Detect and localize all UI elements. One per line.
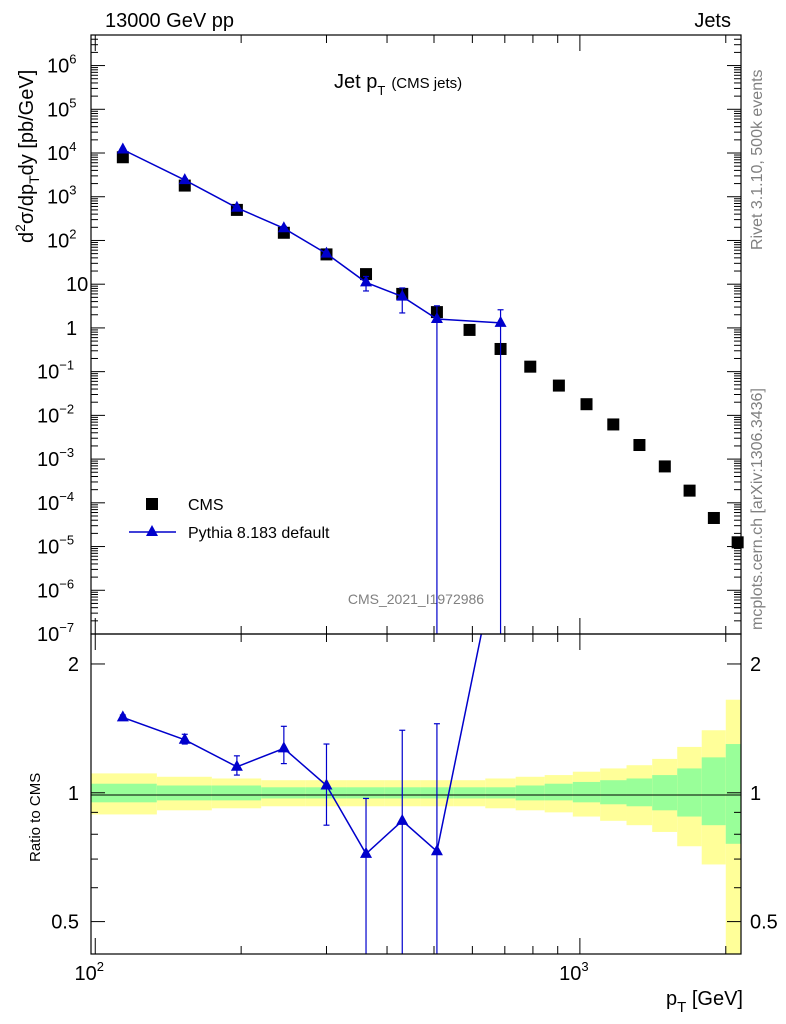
- x-axis-label: pT [GeV]: [666, 988, 743, 1016]
- cms-point: [683, 484, 696, 497]
- band-inner-12: [572, 781, 601, 803]
- legend: CMS Pythia 8.183 default: [129, 497, 330, 542]
- top-panel-frame: [90, 34, 742, 635]
- pythia-point: [396, 289, 409, 301]
- y-tick-label-ratio-right: 1: [750, 783, 761, 805]
- x-tick-label: 103: [559, 959, 588, 985]
- legend-label-cms: CMS: [188, 497, 224, 514]
- y-tick-label-top: 10−2: [37, 401, 74, 427]
- cms-point: [524, 360, 537, 373]
- pythia-point: [320, 246, 333, 258]
- y-tick-label-top: 10−7: [37, 620, 74, 646]
- pythia-ratio-line: [122, 633, 483, 855]
- pythia-point: [430, 311, 443, 323]
- band-inner-13: [600, 780, 627, 805]
- cms-point: [607, 418, 620, 431]
- x-tick-label: 102: [75, 959, 104, 985]
- pythia-ratio-point: [178, 732, 191, 744]
- y-tick-label-top: 1: [66, 318, 77, 340]
- pythia-ratio-point: [230, 759, 243, 771]
- ratio-y-axis-label: Ratio to CMS: [27, 773, 44, 862]
- cms-point: [731, 536, 744, 549]
- band-inner-8: [453, 787, 486, 799]
- cms-point: [633, 439, 646, 452]
- cms-point: [463, 323, 476, 336]
- pythia-ratio-point: [360, 846, 373, 858]
- uncertainty-bands: [91, 699, 741, 954]
- cms-point: [116, 151, 129, 164]
- pythia-point: [277, 221, 290, 233]
- pythia-point: [230, 200, 243, 212]
- band-inner-17: [701, 757, 726, 826]
- pythia-point: [360, 275, 373, 287]
- legend-label-pythia: Pythia 8.183 default: [188, 525, 330, 542]
- header-right: Jets: [694, 10, 731, 32]
- y-tick-label-top: 10−6: [37, 576, 74, 602]
- pythia-point: [178, 173, 191, 185]
- band-inner-1: [156, 785, 212, 801]
- band-inner-5: [346, 787, 385, 799]
- pythia-point: [116, 142, 129, 154]
- band-inner-14: [626, 778, 653, 807]
- band-inner-11: [544, 783, 573, 801]
- band-inner-18: [725, 744, 741, 844]
- y-tick-label-top: 102: [47, 226, 76, 252]
- y-tick-label-top: 10−5: [37, 533, 74, 559]
- y-tick-label-top: 103: [47, 183, 76, 209]
- y-tick-label-ratio-left: 2: [68, 654, 79, 676]
- legend-marker-cms: [146, 498, 158, 510]
- y-tick-label-top: 10: [66, 274, 88, 296]
- cms-point: [360, 268, 373, 281]
- y-tick-label-top: 105: [47, 95, 76, 121]
- rivet-label: Rivet 3.1.10, 500k events: [749, 69, 766, 250]
- axis-ticks: 102 10310610510410310210110−110−210−310−4…: [37, 34, 778, 985]
- y-tick-label-top: 10−4: [37, 489, 74, 515]
- legend-marker-pythia: [146, 525, 158, 536]
- band-inner-9: [485, 787, 516, 799]
- pythia-line: [122, 148, 501, 324]
- cms-point: [707, 511, 720, 524]
- y-tick-label-ratio-left: 1: [68, 783, 79, 805]
- pythia-ratio-point: [396, 813, 409, 825]
- y-tick-label-top: 10−3: [37, 445, 74, 471]
- cms-point: [658, 460, 671, 473]
- pythia-ratio-point: [277, 741, 290, 753]
- source-label: mcplots.cern.ch [arXiv:1306.3436]: [749, 388, 766, 630]
- analysis-watermark: CMS_2021_I1972986: [348, 591, 484, 607]
- y-tick-label-top: 106: [47, 52, 76, 78]
- band-inner-2: [211, 785, 262, 801]
- y-tick-label-ratio-right: 2: [750, 654, 761, 676]
- y-tick-label-ratio-left: 0.5: [51, 912, 79, 934]
- pythia-ratio-point: [116, 710, 129, 722]
- top-y-axis-label: d2σ/dpTdy [pb/GeV]: [12, 70, 42, 243]
- chart-title: Jet pT (CMS jets): [334, 71, 462, 98]
- pythia-ratio-point: [320, 778, 333, 790]
- data-marks: [116, 142, 744, 954]
- cms-point: [580, 398, 593, 411]
- band-inner-10: [515, 785, 545, 801]
- band-inner-3: [261, 787, 306, 799]
- y-tick-label-ratio-right: 0.5: [750, 912, 778, 934]
- pythia-point: [494, 315, 507, 327]
- ratio-panel-frame: [90, 633, 742, 955]
- cms-point: [552, 379, 565, 392]
- header-left: 13000 GeV pp: [105, 10, 234, 32]
- band-inner-0: [91, 783, 157, 803]
- band-inner-16: [677, 768, 702, 817]
- y-tick-label-top: 104: [47, 139, 76, 165]
- y-tick-label-top: 10−1: [37, 358, 74, 384]
- band-inner-15: [652, 775, 678, 811]
- pythia-ratio-point: [430, 844, 443, 856]
